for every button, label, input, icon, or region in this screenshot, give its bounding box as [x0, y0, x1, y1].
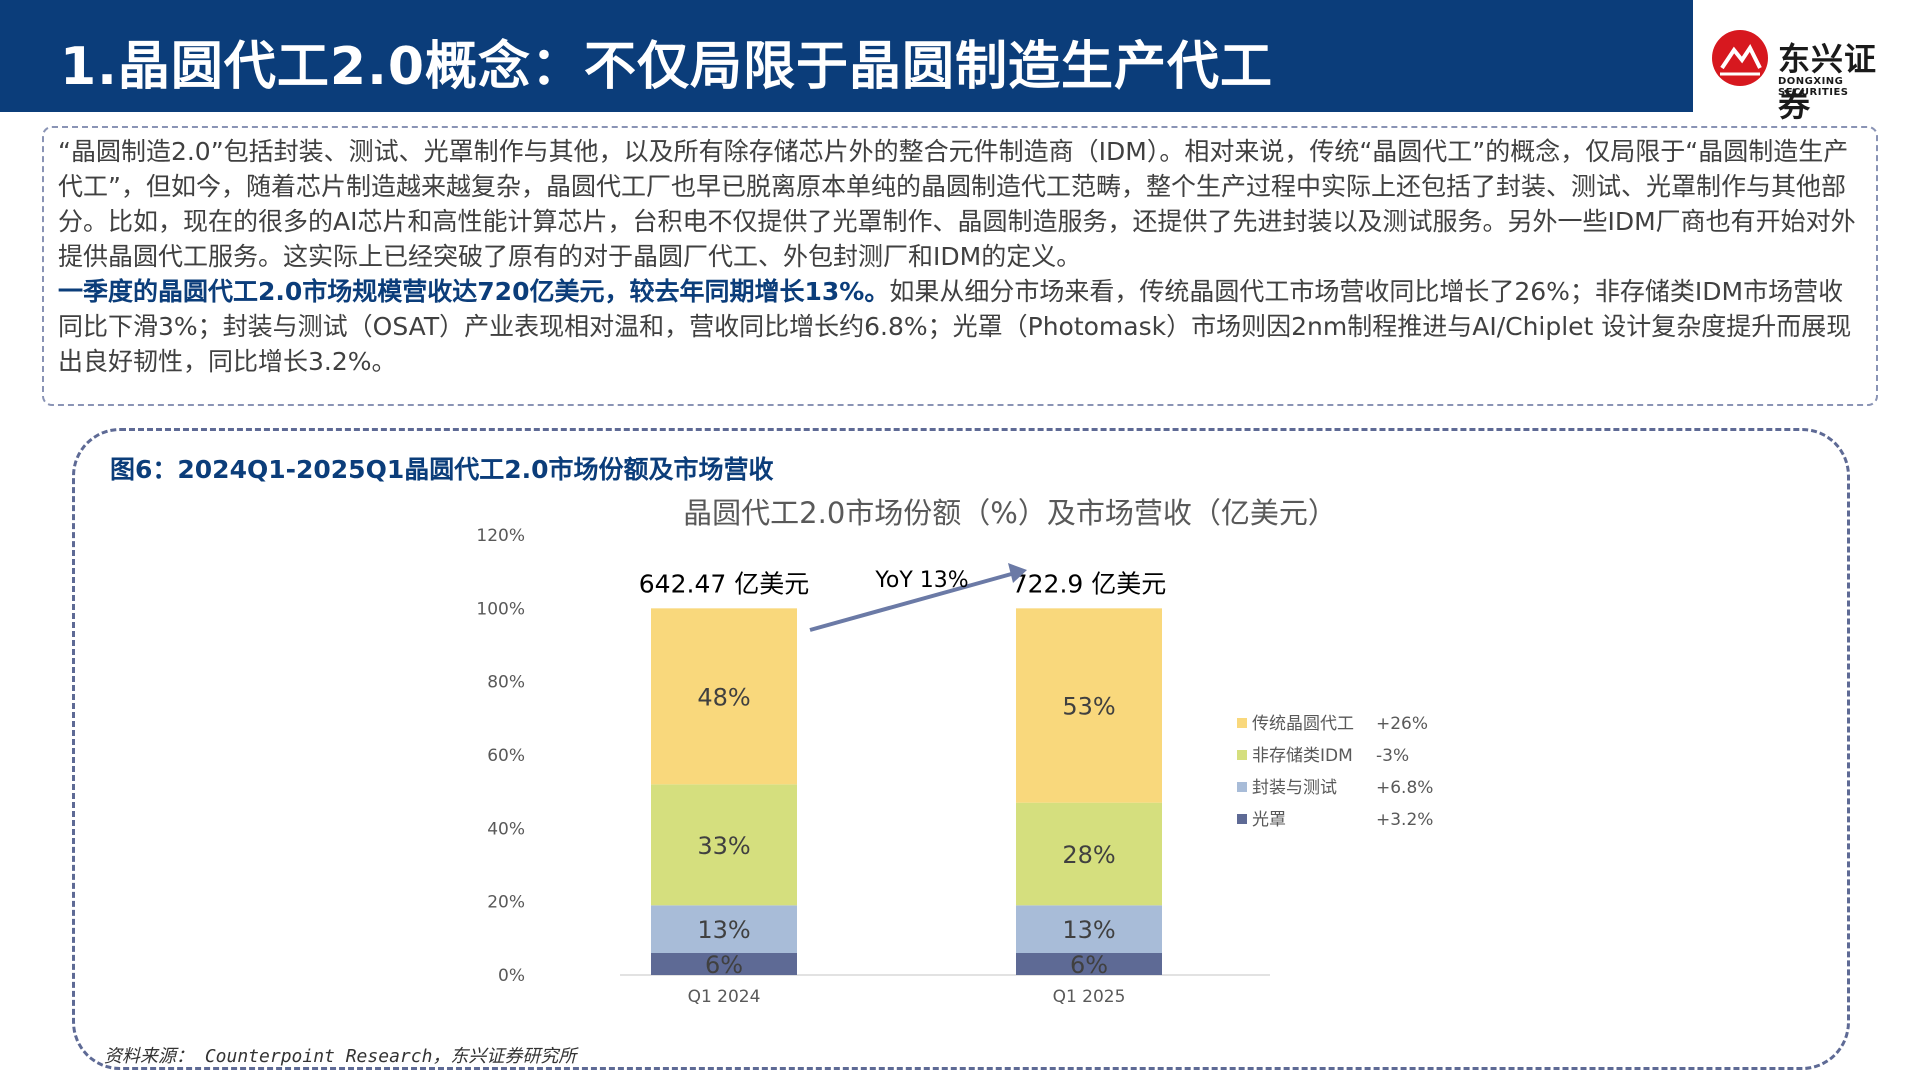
intro-p2: 如果从细分市场来看，传统晶圆代工市场营收同比增长了26%；非存储类IDM市场营收… — [58, 277, 1852, 376]
intro-paragraph: “晶圆制造2.0”包括封装、测试、光罩制作与其他，以及所有除存储芯片外的整合元件… — [58, 134, 1868, 379]
intro-p1: “晶圆制造2.0”包括封装、测试、光罩制作与其他，以及所有除存储芯片外的整合元件… — [58, 137, 1856, 271]
figure-box — [72, 428, 1850, 1070]
source-note: 资料来源： Counterpoint Research，东兴证券研究所 — [104, 1046, 577, 1067]
logo-mark-icon — [1712, 30, 1768, 86]
company-logo: 东兴证券 DONGXING SECURITIES — [1708, 20, 1908, 124]
page-title: 1.晶圆代工2.0概念：不仅局限于晶圆制造生产代工 — [60, 37, 1274, 97]
title-bar: 1.晶圆代工2.0概念：不仅局限于晶圆制造生产代工 — [0, 0, 1693, 112]
logo-chinese-name: 东兴证券 — [1778, 40, 1878, 124]
logo-english-name: DONGXING SECURITIES — [1778, 76, 1849, 98]
intro-box — [42, 126, 1878, 406]
intro-highlight: 一季度的晶圆代工2.0市场规模营收达720亿美元，较去年同期增长13%。 — [58, 277, 890, 306]
figure-caption: 图6：2024Q1-2025Q1晶圆代工2.0市场份额及市场营收 — [110, 455, 774, 484]
